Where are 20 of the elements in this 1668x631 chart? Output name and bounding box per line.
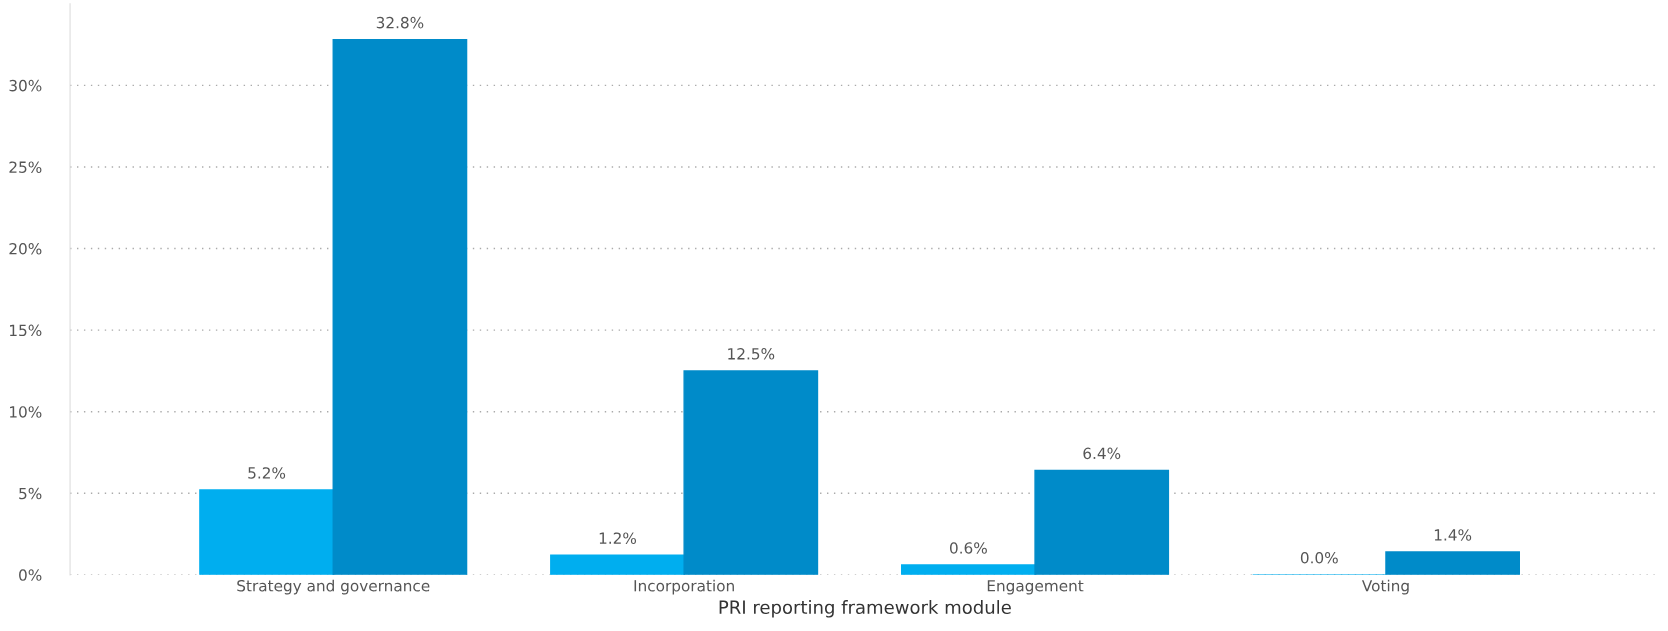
data-label: 6.4% xyxy=(1083,447,1121,460)
y-tick-label: 5% xyxy=(19,487,42,500)
y-tick-label: 0% xyxy=(19,569,42,581)
x-tick-label: Voting xyxy=(1361,579,1409,595)
x-axis-title: PRI reporting framework module xyxy=(719,600,1011,618)
data-label: 5.2% xyxy=(248,467,286,479)
x-tick-label: Incorporation xyxy=(634,579,734,595)
y-tick-label: 25% xyxy=(9,161,42,173)
data-label: 1.4% xyxy=(1434,529,1472,541)
x-tick-label: Strategy and governance xyxy=(237,579,430,595)
y-tick-label: 30% xyxy=(9,79,42,92)
data-label: 32.8% xyxy=(376,16,424,29)
y-tick-label: 10% xyxy=(10,406,42,418)
x-tick-label: Engagement xyxy=(987,580,1084,595)
data-label: 0.0% xyxy=(1300,551,1338,564)
y-tick-label: 20% xyxy=(9,242,42,255)
data-label: 1.2% xyxy=(599,532,637,544)
data-label: 0.6% xyxy=(949,542,987,554)
data-label: 12.5% xyxy=(728,348,775,360)
y-tick-label: 15% xyxy=(10,324,42,337)
